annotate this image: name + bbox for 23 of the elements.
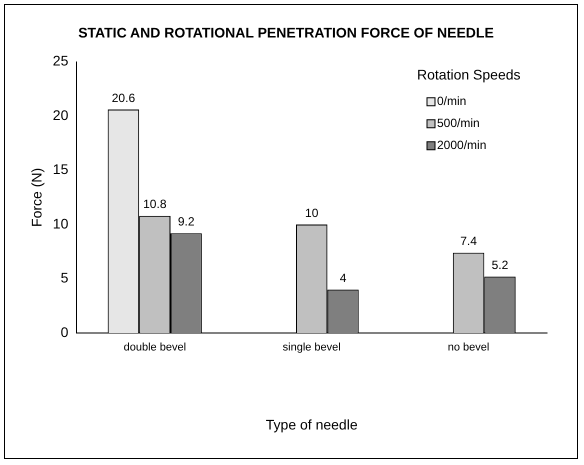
x-tick-label: single bevel <box>282 342 341 354</box>
y-tick-label: 25 <box>52 52 69 69</box>
y-tick-label: 20 <box>52 106 69 123</box>
data-label: 10.8 <box>143 197 167 212</box>
chart-title: STATIC AND ROTATIONAL PENETRATION FORCE OF NEEDLE <box>78 24 494 40</box>
legend-label: 500/min <box>437 116 480 130</box>
data-label: 4 <box>340 270 347 285</box>
legend-title: Rotation Speeds <box>417 66 521 83</box>
y-axis-title: Force (N) <box>28 168 44 227</box>
data-label: 7.4 <box>460 234 478 248</box>
y-tick-label: 10 <box>52 215 69 232</box>
legend-label: 0/min <box>437 94 466 108</box>
x-tick-label: no bevel <box>448 342 490 354</box>
x-tick-label: double bevel <box>124 342 186 354</box>
data-label: 5.2 <box>492 258 509 272</box>
data-label: 20.6 <box>112 90 136 105</box>
y-tick-label: 15 <box>52 161 69 178</box>
y-tick-label: 5 <box>60 270 69 286</box>
y-tick-label: 0 <box>60 324 69 340</box>
legend-label: 2000/min <box>437 138 486 152</box>
x-axis-title: Type of needle <box>266 416 358 432</box>
data-label: 9.2 <box>178 214 195 229</box>
data-label: 10 <box>305 206 319 220</box>
